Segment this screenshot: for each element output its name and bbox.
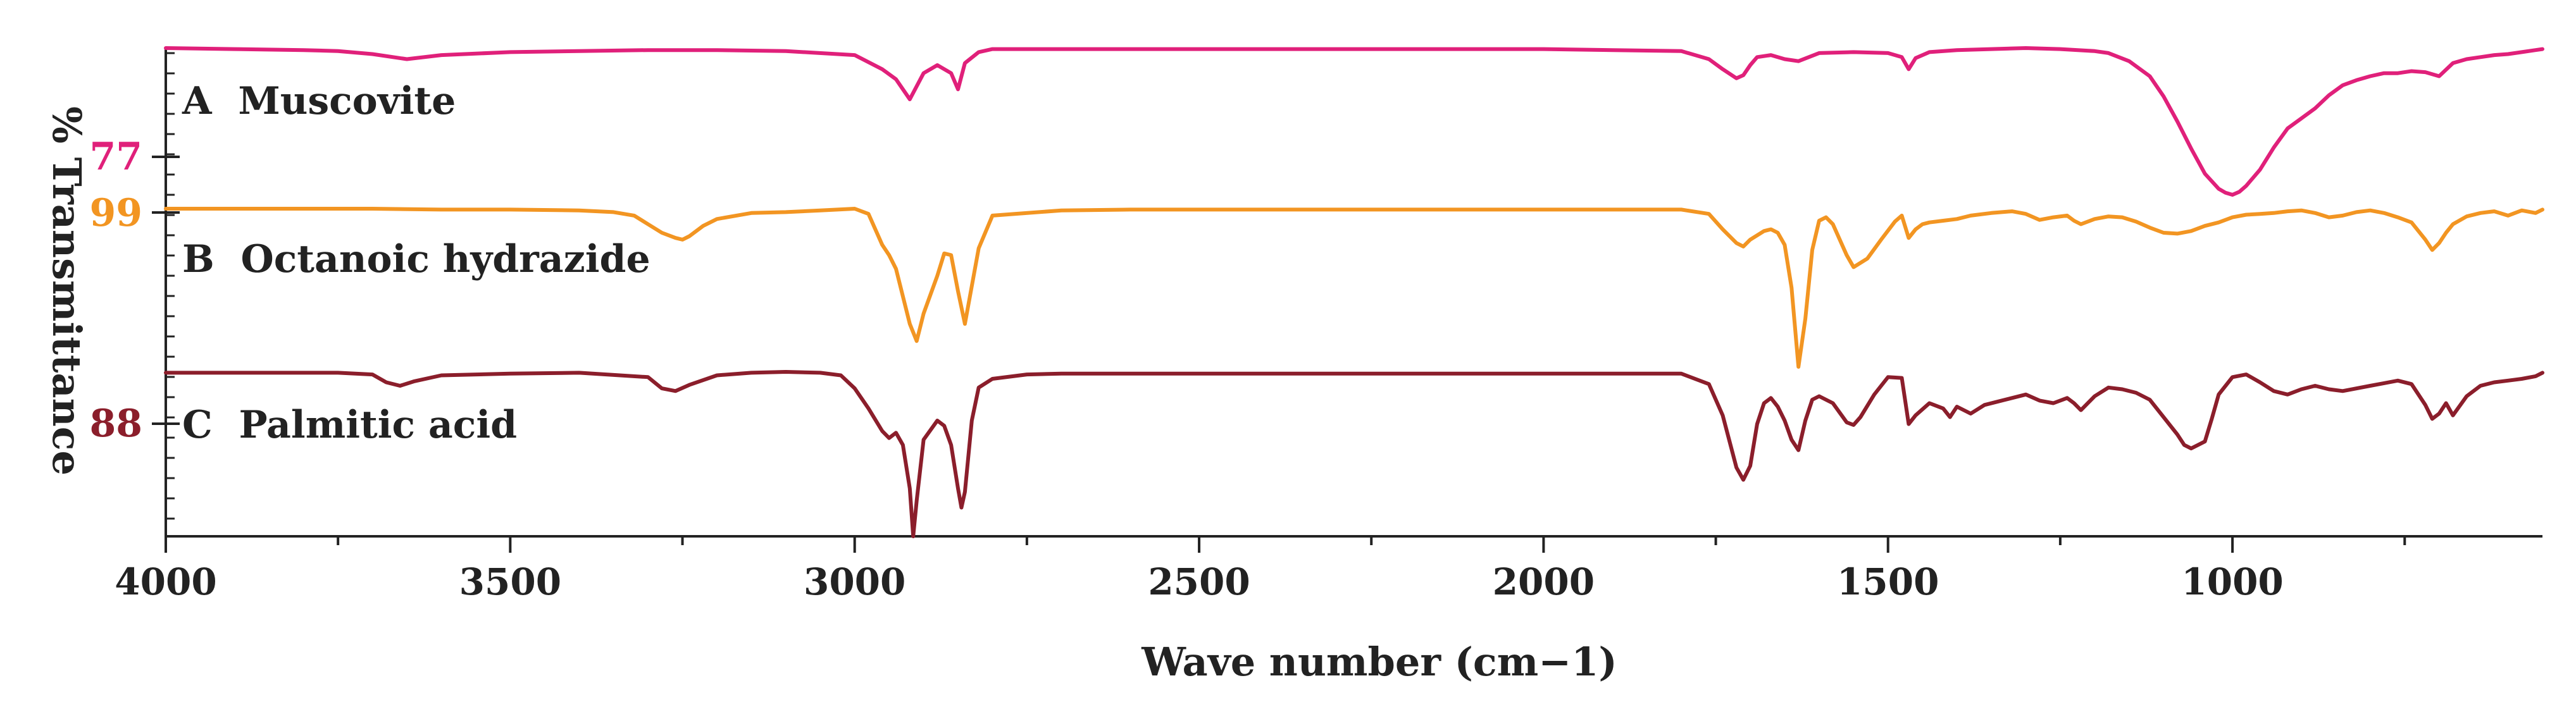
x-tick-label: 1000	[2181, 560, 2283, 603]
series-label-muscovite: A Muscovite	[182, 79, 456, 123]
series-label-palmitic-acid: C Palmitic acid	[182, 403, 517, 447]
offset-label-77: 77	[90, 135, 143, 179]
offset-label-88: 88	[90, 402, 143, 446]
x-tick-label: 1500	[1837, 560, 1939, 603]
series-line-muscovite	[164, 46, 2544, 197]
series-line-palmitic-acid	[164, 370, 2544, 538]
x-tick-label: 4000	[115, 560, 216, 603]
x-tick-label: 2000	[1493, 560, 1595, 603]
x-axis-title: Wave number (cm−1)	[1141, 639, 1617, 685]
x-tick-label: 3000	[804, 560, 905, 603]
labels-layer: A Muscovite B Octanoic hydrazide C Palmi…	[44, 79, 1617, 685]
offset-label-99: 99	[90, 191, 143, 235]
series-line-octanoic-hydrazide	[164, 207, 2544, 369]
x-tick-label: 3500	[459, 560, 561, 603]
series-label-octanoic-hydrazide: B Octanoic hydrazide	[182, 237, 650, 281]
x-tick-label: 2500	[1148, 560, 1250, 603]
series-layer	[164, 46, 2544, 538]
y-axis-title: % Transmittance	[44, 106, 90, 476]
axes: 4000 3500 3000 2500 2000 1500 1000	[115, 47, 2542, 603]
